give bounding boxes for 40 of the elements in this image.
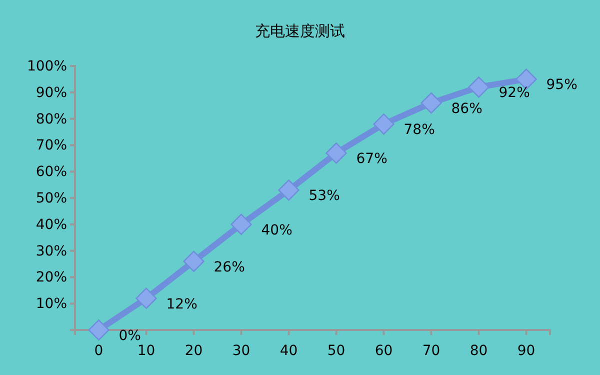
data-label: 95% bbox=[546, 77, 578, 94]
x-tick-label: 50 bbox=[327, 342, 346, 359]
x-tick-label: 20 bbox=[184, 342, 203, 359]
data-label: 26% bbox=[214, 259, 245, 276]
y-tick-label: 60% bbox=[36, 164, 67, 180]
y-tick-label: 40% bbox=[36, 216, 67, 233]
x-tick-label: 40 bbox=[280, 342, 298, 359]
point bbox=[88, 319, 110, 341]
point bbox=[136, 288, 157, 309]
point bbox=[230, 214, 252, 236]
data-label: 12% bbox=[166, 296, 198, 312]
point bbox=[373, 113, 394, 135]
x-tick-label: 90 bbox=[517, 342, 536, 359]
y-tick-label: 50% bbox=[36, 190, 67, 206]
data-label: 0% bbox=[118, 328, 141, 344]
point bbox=[183, 250, 204, 272]
point bbox=[468, 76, 490, 98]
data-label: 40% bbox=[261, 222, 292, 238]
data-label: 86% bbox=[451, 100, 482, 117]
y-tick-label: 90% bbox=[36, 84, 67, 101]
x-tick-label: 0 bbox=[94, 342, 104, 359]
y-tick-label: 30% bbox=[36, 243, 67, 260]
x-tick-label: 70 bbox=[422, 342, 440, 359]
data-label: 53% bbox=[308, 188, 340, 204]
x-tick-label: 80 bbox=[470, 342, 488, 359]
y-tick-label: 70% bbox=[36, 138, 67, 154]
data-label: 67% bbox=[356, 151, 388, 168]
x-tick-label: 60 bbox=[374, 342, 393, 359]
data-label: 92% bbox=[498, 85, 530, 102]
point bbox=[278, 179, 300, 201]
y-tick-label: 20% bbox=[36, 270, 67, 286]
x-tick-label: 10 bbox=[137, 342, 156, 359]
point bbox=[326, 142, 347, 164]
y-tick-label: 100% bbox=[26, 58, 67, 74]
y-tick-label: 80% bbox=[36, 111, 67, 128]
y-tick-label: 10% bbox=[36, 296, 67, 312]
data-label: 78% bbox=[404, 122, 435, 138]
chart-title: 充电速度测试 bbox=[255, 22, 345, 40]
x-tick-label: 30 bbox=[232, 342, 250, 359]
point bbox=[420, 92, 442, 114]
